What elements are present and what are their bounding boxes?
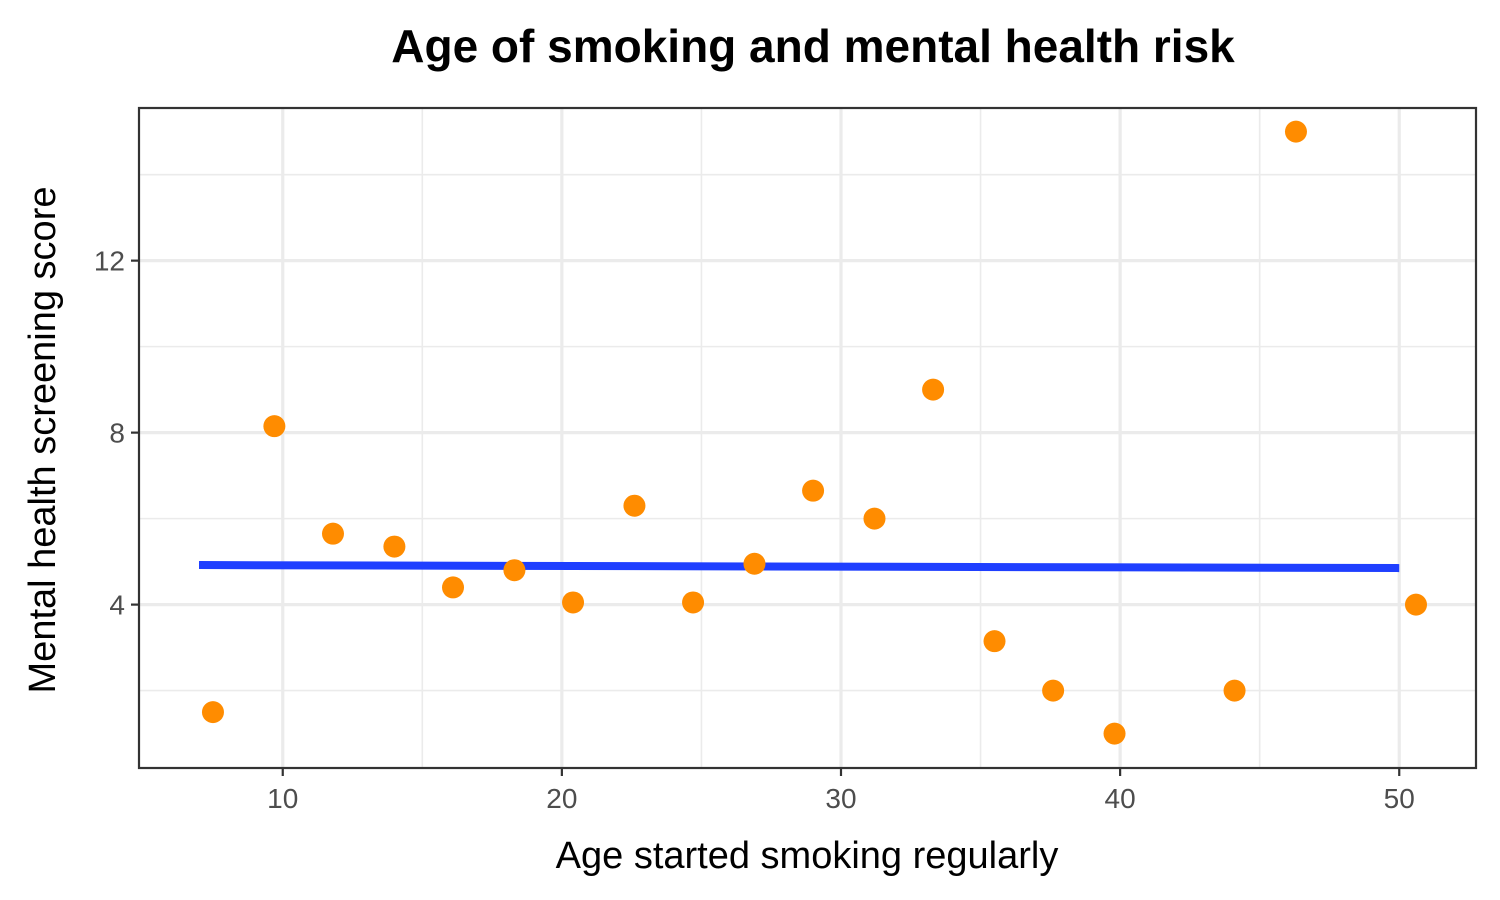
x-axis-ticks: 10 20 30 40 50 (267, 768, 1415, 814)
trend-layer (199, 561, 1400, 573)
x-tick-label: 50 (1384, 783, 1415, 814)
data-point (1103, 722, 1126, 745)
y-tick-label: 4 (109, 590, 125, 621)
chart-title: Age of smoking and mental health risk (391, 20, 1235, 72)
x-axis-label: Age started smoking regularly (556, 835, 1059, 877)
y-tick-label: 12 (94, 246, 125, 277)
data-point (562, 591, 585, 614)
major-gridlines (139, 108, 1476, 768)
plot-frame (137, 106, 1478, 770)
data-point (503, 559, 526, 582)
data-point (1042, 679, 1065, 702)
data-point (682, 591, 705, 614)
data-point (623, 494, 646, 517)
data-point (922, 378, 945, 401)
plot-background (139, 108, 1476, 768)
points-layer (201, 120, 1427, 745)
data-point (743, 552, 766, 575)
x-tick-label: 40 (1105, 783, 1136, 814)
data-point (442, 576, 465, 599)
data-point (1404, 593, 1427, 616)
data-point (201, 701, 224, 724)
data-point (802, 479, 825, 502)
minor-gridlines (139, 108, 1476, 768)
trend-line (199, 561, 1400, 573)
y-axis-ticks: 4 8 12 (94, 246, 139, 621)
y-tick-label: 8 (109, 418, 125, 449)
x-tick-label: 30 (825, 783, 856, 814)
data-point (383, 535, 406, 558)
data-point (863, 507, 886, 530)
plot-border (137, 106, 1478, 770)
x-tick-label: 10 (267, 783, 298, 814)
data-point (1284, 120, 1307, 143)
data-point (263, 415, 286, 438)
plot-panel (139, 108, 1476, 768)
data-point (983, 630, 1006, 653)
x-tick-label: 20 (546, 783, 577, 814)
y-axis-label: Mental health screening score (22, 187, 64, 694)
data-point (321, 522, 344, 545)
data-point (1223, 679, 1246, 702)
